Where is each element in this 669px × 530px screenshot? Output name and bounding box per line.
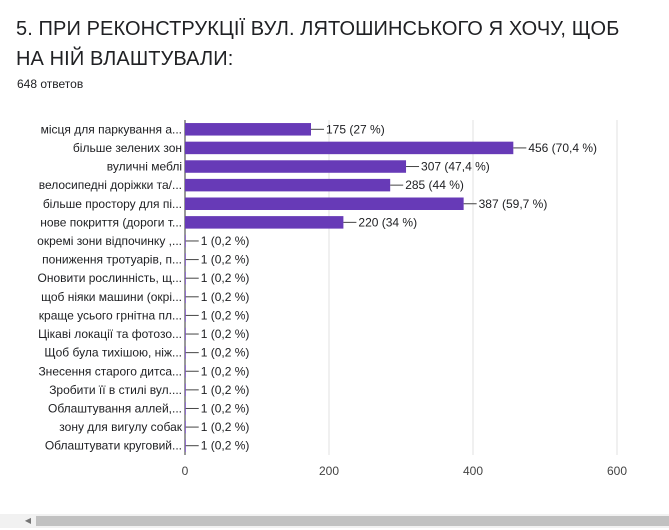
bar [185, 197, 464, 210]
category-label: більше простору для пі... [43, 197, 182, 211]
data-label: 1 (0,2 %) [201, 271, 250, 285]
bar [185, 271, 186, 285]
bar [185, 160, 407, 173]
data-label: 1 (0,2 %) [201, 420, 250, 434]
data-label: 1 (0,2 %) [201, 234, 250, 248]
data-label: 285 (44 %) [405, 178, 464, 192]
question-title: 5. ПРИ РЕКОНСТРУКЦІЇ ВУЛ. ЛЯТОШИНСЬКОГО … [16, 18, 620, 70]
category-label: Цікаві локації та фотозо... [38, 327, 182, 341]
bar [185, 234, 186, 248]
category-label: Знесення старого дитса... [38, 364, 182, 378]
bar [185, 123, 311, 136]
bar [185, 402, 186, 415]
category-label: Щоб була тихішою, ніж... [44, 346, 182, 360]
bar-chart: 0 200 400 600 місця для паркування а... 175 (… [37, 120, 627, 478]
data-label: 456 (70,4 %) [528, 141, 597, 155]
data-label: 1 (0,2 %) [201, 327, 250, 341]
data-label: 1 (0,2 %) [201, 401, 250, 415]
scrollbar-thumb[interactable] [36, 516, 669, 526]
bar-chart-svg: 0 200 400 600 місця для паркування а... 175 (… [37, 120, 627, 478]
data-label: 1 (0,2 %) [201, 253, 250, 267]
response-count: 648 ответов [17, 77, 84, 91]
data-label: 1 (0,2 %) [201, 383, 250, 397]
category-label: місця для паркування а... [41, 122, 182, 136]
category-label: Облаштування аллей,... [48, 401, 182, 415]
bar [185, 420, 186, 434]
data-label: 1 (0,2 %) [201, 439, 250, 453]
x-tick-label: 400 [463, 464, 483, 478]
bar [185, 309, 186, 322]
data-label: 220 (34 %) [358, 215, 417, 229]
bar [185, 141, 514, 155]
bar [185, 346, 186, 359]
data-label: 1 (0,2 %) [201, 308, 250, 322]
category-label: окремі зони відпочинку ,... [37, 234, 182, 248]
category-label: вуличні меблі [107, 160, 182, 174]
bar [185, 365, 186, 378]
category-label: Облаштувати круговий... [45, 439, 182, 453]
bar [185, 327, 186, 341]
bar [185, 290, 186, 304]
scroll-left-arrow-icon[interactable]: ◀ [24, 516, 32, 525]
x-tick-label: 200 [319, 464, 339, 478]
data-label: 1 (0,2 %) [201, 346, 250, 360]
category-label: зону для вигулу собак [59, 420, 182, 434]
category-label: нове покриття (дороги т... [40, 215, 182, 229]
bar [185, 253, 186, 266]
data-label: 387 (59,7 %) [479, 197, 548, 211]
data-label: 307 (47,4 %) [421, 160, 490, 174]
data-label: 1 (0,2 %) [201, 364, 250, 378]
category-label: Оновити рослинність, щ... [37, 271, 182, 285]
category-label: краще усього грнітна пл... [39, 308, 182, 322]
category-label: велосипедні доріжки та/... [39, 178, 182, 192]
x-tick-label: 600 [607, 464, 627, 478]
data-label: 175 (27 %) [326, 122, 385, 136]
category-label: Зробити її в стилі вул.... [49, 383, 182, 397]
bar [185, 383, 186, 397]
bar [185, 439, 186, 452]
category-label: щоб ніяки машини (окрі... [41, 290, 182, 304]
bar [185, 178, 391, 192]
category-label: більше зелених зон [73, 141, 182, 155]
data-label: 1 (0,2 %) [201, 290, 250, 304]
bar [185, 216, 344, 229]
horizontal-scrollbar[interactable]: ◀ [0, 514, 669, 528]
x-tick-label: 0 [182, 464, 189, 478]
category-label: пониження тротуарів, п... [42, 253, 182, 267]
